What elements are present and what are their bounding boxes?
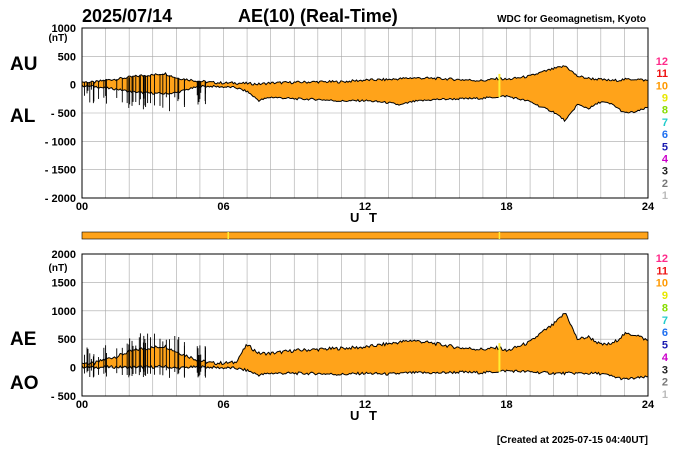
- p2-x-tick-label: 06: [217, 399, 229, 411]
- ao-label: AO: [10, 373, 39, 394]
- p1-y-tick-label: - 1500: [45, 165, 76, 177]
- p1-lower-line: [81, 84, 649, 123]
- chart-title: AE(10) (Real-Time): [238, 6, 398, 26]
- p2-area-fill: [82, 313, 648, 380]
- ae-label: AE: [10, 329, 36, 350]
- ae-ao-legend-station-9: 9: [662, 290, 668, 302]
- au-al-legend-station-2: 2: [662, 178, 668, 190]
- ae-ao-marks: [81, 312, 649, 381]
- p1-x-tick-label: 06: [217, 201, 229, 213]
- au-al-legend-station-9: 9: [662, 93, 668, 105]
- ae-ao-legend-station-12: 12: [656, 253, 668, 265]
- ae-ao-unit-label: (nT): [49, 263, 68, 274]
- au-al-marks: [81, 65, 649, 123]
- p2-y-tick-label: 2000: [52, 249, 76, 261]
- au-al-legend-station-7: 7: [662, 117, 668, 129]
- au-al-legend-station-11: 11: [656, 68, 668, 80]
- p2-x-tick-label: 12: [359, 399, 371, 411]
- p2-x-tick-label: 24: [642, 399, 655, 411]
- ae-ao-legend-station-11: 11: [656, 265, 668, 277]
- p1-y-tick-label: 0: [70, 80, 76, 92]
- ae-ao-plot-frame: [81, 253, 649, 397]
- au-al-legend-station-4: 4: [662, 153, 669, 165]
- ae-ao-legend-station-3: 3: [662, 364, 668, 376]
- p1-x-tick-label: 18: [500, 201, 512, 213]
- separator-bar: [81, 231, 649, 240]
- au-al-plot-frame: [81, 27, 649, 199]
- au-al-y-ticks: 1000 500 0 - 500 - 1000 - 1500 - 2000: [45, 23, 76, 205]
- ae-ao-x-axis-label: U T: [350, 408, 380, 423]
- au-al-legend-station-5: 5: [662, 141, 668, 153]
- au-al-legend-station-1: 1: [662, 190, 668, 202]
- ae-ao-y-ticks: 2000 1500 1000 500 0 - 500: [51, 249, 76, 403]
- p1-x-tick-label: 24: [642, 201, 655, 213]
- p2-lower-line: [81, 364, 648, 381]
- ae-ao-legend-station-2: 2: [662, 377, 668, 389]
- p1-y-tick-label: 1000: [52, 23, 76, 35]
- au-al-legend-station-3: 3: [662, 166, 668, 178]
- p1-y-tick-label: - 500: [51, 108, 76, 120]
- ae-ao-legend-station-8: 8: [662, 302, 668, 314]
- p1-y-tick-label: - 1000: [45, 136, 76, 148]
- ae-ao-legend-station-5: 5: [662, 340, 668, 352]
- ae-ao-legend-station-10: 10: [656, 278, 668, 290]
- p2-y-tick-label: 1500: [52, 277, 76, 289]
- p2-y-tick-label: 500: [58, 334, 76, 346]
- p1-area-fill: [82, 65, 648, 122]
- ae-ao-legend-station-6: 6: [662, 327, 668, 339]
- au-al-legend-station-6: 6: [662, 129, 668, 141]
- p1-y-tick-label: 500: [58, 51, 76, 63]
- p1-y-tick-label: - 2000: [45, 193, 76, 205]
- au-al-legend-station-8: 8: [662, 105, 668, 117]
- p2-x-tick-label: 18: [500, 399, 512, 411]
- created-timestamp: [Created at 2025-07-15 04:40UT]: [497, 435, 648, 446]
- p2-y-tick-label: 0: [70, 363, 76, 375]
- au-al-x-axis-label: U T: [350, 210, 380, 225]
- au-al-x-ticks: 00 06 12 18 24: [76, 201, 655, 213]
- au-al-legend-station-12: 12: [656, 56, 668, 68]
- ae-ao-legend-station-1: 1: [662, 389, 668, 401]
- ae-ao-legend-station-7: 7: [662, 315, 668, 327]
- au-al-unit-label: (nT): [49, 33, 68, 44]
- al-label: AL: [10, 106, 36, 127]
- ae-ao-x-ticks: 00 06 12 18 24: [76, 399, 655, 411]
- p2-x-tick-label: 00: [76, 399, 88, 411]
- date-label: 2025/07/14: [82, 6, 172, 26]
- au-al-legend-station-10: 10: [656, 80, 668, 92]
- ae-ao-legend-station-4: 4: [662, 352, 669, 364]
- p1-x-tick-label: 12: [359, 201, 371, 213]
- p2-upper-line: [81, 312, 649, 366]
- p2-y-tick-label: 1000: [52, 306, 76, 318]
- p1-upper-line: [81, 65, 649, 86]
- separator-bar-fill: [81, 231, 649, 240]
- organization-label: WDC for Geomagnetism, Kyoto: [497, 14, 646, 25]
- p1-x-tick-label: 00: [76, 201, 88, 213]
- au-label: AU: [10, 54, 37, 75]
- p2-y-tick-label: - 500: [51, 391, 76, 403]
